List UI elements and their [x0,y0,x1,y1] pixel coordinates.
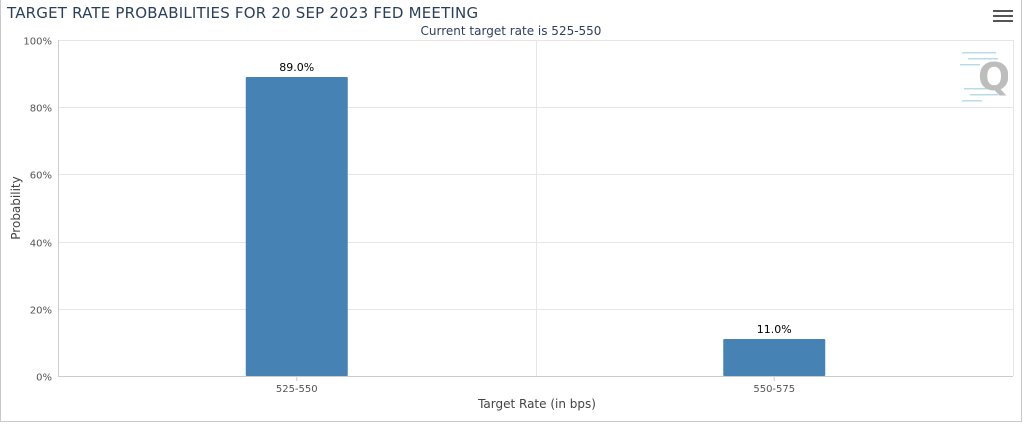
x-axis-ticks: 525-550 550-575 [276,376,795,395]
x-axis-title: Target Rate (in bps) [477,397,596,411]
q-logo-icon: Q [960,52,1008,102]
y-tick-label: 0% [36,373,52,384]
bar-525-550[interactable] [245,76,348,377]
svg-text:Q: Q [978,55,1008,99]
y-tick-label: 20% [30,306,52,317]
bar-series [245,76,826,377]
x-tick-label: 550-575 [753,384,795,395]
data-label: 89.0% [279,61,314,74]
data-labels: 89.0% 11.0% [279,61,791,336]
chart-title: TARGET RATE PROBABILITIES FOR 20 SEP 202… [7,4,479,22]
chart-subtitle: Current target rate is 525-550 [420,24,602,38]
y-axis-title: Probability [9,176,23,239]
bar-550-575[interactable] [723,339,826,376]
y-tick-label: 100% [23,37,52,48]
grid-lines [58,40,1014,377]
y-tick-label: 80% [30,104,52,115]
data-label: 11.0% [757,323,792,336]
y-tick-label: 60% [30,171,52,182]
y-tick-label: 40% [30,239,52,250]
y-axis-ticks: 0% 20% 40% 60% 80% 100% [23,37,52,384]
hamburger-menu-icon[interactable] [993,10,1013,26]
x-tick-label: 525-550 [276,384,318,395]
